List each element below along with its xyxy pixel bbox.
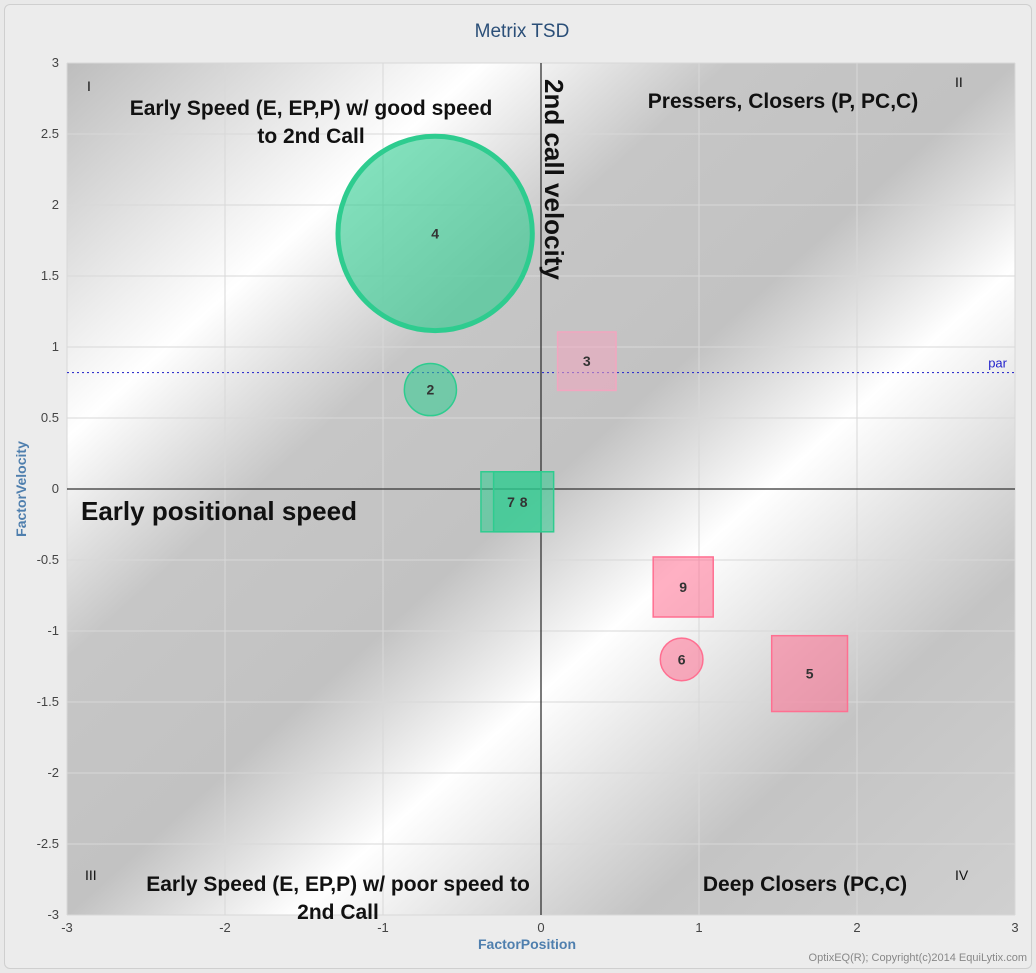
quadrant-label: Pressers, Closers (P, PC,C)	[648, 90, 918, 113]
y-tick-label: 3	[52, 55, 59, 70]
y-tick-label: 1.5	[41, 268, 59, 283]
data-marks: par 4 2 3 7 8 9 6 5	[67, 133, 1015, 713]
quadrant-label: to 2nd Call	[257, 125, 364, 148]
x-tick-label: -2	[219, 920, 231, 935]
quadrant-numeral: II	[955, 74, 963, 90]
par-label: par	[988, 356, 1007, 371]
point-9	[652, 556, 714, 618]
scatter-chart: Metrix TSD -3 -2 -1 0 1 2 3 -3 -2.5 -2 -1.5 -1 -0.5 0…	[13, 21, 1027, 964]
point-label-5: 5	[806, 666, 814, 682]
y-tick-label: 0	[52, 481, 59, 496]
quadrant-label: Deep Closers (PC,C)	[703, 873, 907, 896]
point-label-7: 7	[507, 494, 515, 510]
point-label-6: 6	[678, 651, 686, 667]
x-axis-title: FactorPosition	[478, 936, 576, 952]
point-3	[556, 331, 617, 392]
chart-frame: Metrix TSD -3 -2 -1 0 1 2 3 -3 -2.5 -2 -1.5 -1 -0.5 0…	[4, 4, 1032, 969]
y-axis-title: FactorVelocity	[13, 441, 29, 537]
y-tick-label: -2.5	[37, 836, 59, 851]
x-tick-label: 3	[1011, 920, 1018, 935]
quadrant-numeral: I	[87, 78, 91, 94]
point-label-3: 3	[583, 353, 591, 369]
x-tick-label: 2	[853, 920, 860, 935]
y-tick-label: -2	[47, 765, 59, 780]
point-label-9: 9	[679, 579, 687, 595]
point-label-8: 8	[520, 494, 528, 510]
y-tick-label: -0.5	[37, 552, 59, 567]
point-6	[659, 637, 704, 682]
quadrant-label: 2nd Call	[297, 901, 379, 924]
x-tick-label: -3	[61, 920, 73, 935]
point-8	[492, 471, 555, 533]
tick-labels: -3 -2 -1 0 1 2 3 -3 -2.5 -2 -1.5 -1 -0.5 0 0.5 1 1.5 2 2.5…	[37, 55, 1019, 935]
quadrant-numeral: III	[85, 867, 97, 883]
credit-text: OptixEQ(R); Copyright(c)2014 EquiLytix.c…	[809, 952, 1027, 964]
quadrant-numeral: IV	[955, 867, 969, 883]
y-tick-label: 1	[52, 339, 59, 354]
y-tick-label: 2.5	[41, 126, 59, 141]
point-2	[403, 362, 458, 417]
point-label-2: 2	[427, 382, 435, 398]
horizontal-axis-label: Early positional speed	[81, 496, 357, 526]
x-tick-label: -1	[377, 920, 389, 935]
quadrant-label: Early Speed (E, EP,P) w/ poor speed to	[146, 873, 530, 896]
vertical-axis-label: 2nd call velocity	[539, 79, 569, 280]
y-tick-label: -3	[47, 907, 59, 922]
y-tick-label: -1.5	[37, 694, 59, 709]
x-tick-label: 0	[537, 920, 544, 935]
point-5	[770, 634, 849, 713]
y-tick-label: 0.5	[41, 410, 59, 425]
quadrant-label: Early Speed (E, EP,P) w/ good speed	[130, 97, 493, 120]
point-4	[335, 133, 535, 334]
x-tick-label: 1	[695, 920, 702, 935]
point-label-4: 4	[431, 225, 439, 241]
chart-title: Metrix TSD	[475, 21, 570, 42]
y-tick-label: 2	[52, 197, 59, 212]
y-tick-label: -1	[47, 623, 59, 638]
